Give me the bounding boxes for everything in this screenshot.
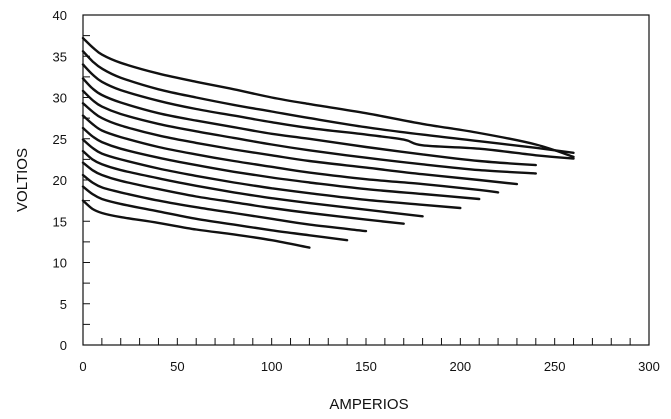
plot-frame xyxy=(82,14,650,346)
y-tick-label: 5 xyxy=(60,297,67,312)
x-tick-labels: 0 50 100 150 200 250 300 xyxy=(79,359,659,374)
series-line-6 xyxy=(81,138,462,210)
x-tick-label: 50 xyxy=(170,359,184,374)
series-line-8 xyxy=(81,114,500,194)
y-tick-label: 25 xyxy=(53,132,67,147)
series-line-10 xyxy=(81,89,537,175)
y-tick-label: 40 xyxy=(53,8,67,23)
x-tick-label: 0 xyxy=(79,359,86,374)
y-tick-label: 20 xyxy=(53,173,67,188)
x-tick-label: 100 xyxy=(261,359,283,374)
x-axis-title: AMPERIOS xyxy=(329,396,408,413)
series-layer xyxy=(81,36,575,249)
series-line-14 xyxy=(81,36,575,159)
x-tick-label: 250 xyxy=(544,359,566,374)
y-tick-label: 30 xyxy=(53,91,67,106)
series-line-1 xyxy=(81,199,311,249)
y-tick-label: 10 xyxy=(53,256,67,271)
series-line-9 xyxy=(81,102,519,186)
series-line-11 xyxy=(81,77,537,167)
y-tick-label: 15 xyxy=(53,214,67,229)
series-line-5 xyxy=(81,149,424,218)
x-tick-label: 200 xyxy=(449,359,471,374)
series-line-13 xyxy=(81,50,575,154)
x-tick-label: 300 xyxy=(638,359,660,374)
series-line-7 xyxy=(81,126,481,201)
y-axis-title: VOLTIOS xyxy=(14,148,31,212)
y-tick-label: 0 xyxy=(60,338,67,353)
y-tick-labels: 0 5 10 15 20 25 30 35 40 xyxy=(53,8,67,353)
series-line-4 xyxy=(81,161,405,225)
x-tick-label: 150 xyxy=(355,359,377,374)
y-tick-label: 35 xyxy=(53,49,67,64)
series-line-2 xyxy=(81,185,349,242)
series-line-12 xyxy=(81,63,575,160)
series-line-3 xyxy=(81,173,368,233)
minor-ticks xyxy=(83,35,631,345)
